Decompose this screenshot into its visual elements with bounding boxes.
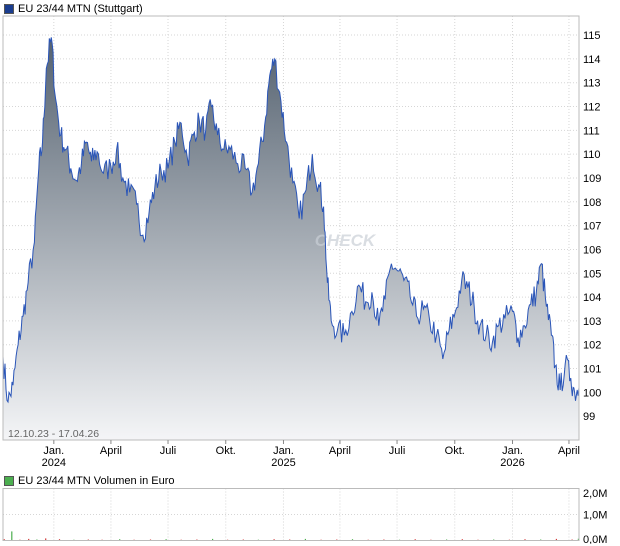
volume-chart: 2,0M 1,0M 0,0M <box>2 488 607 544</box>
price-x-tick-label: April <box>329 445 351 457</box>
price-y-tick-label: 106 <box>583 244 601 256</box>
price-x-tick-label: April <box>558 445 580 457</box>
price-chart: CHECK 1151141131121111101091081071061051… <box>2 15 601 469</box>
volume-bar <box>351 539 354 541</box>
volume-bar <box>119 539 121 541</box>
price-y-tick-label: 112 <box>583 102 601 114</box>
volume-y-axis: 2,0M 1,0M 0,0M <box>583 488 607 544</box>
price-y-tick-label: 101 <box>583 364 601 376</box>
price-x-tick-year: 2024 <box>42 457 66 469</box>
price-y-tick-label: 107 <box>583 221 601 233</box>
price-y-tick-label: 109 <box>583 173 601 185</box>
price-x-tick-label: Jan. <box>273 445 294 457</box>
price-legend-label: EU 23/44 MTN (Stuttgart) <box>18 3 143 15</box>
chart-watermark: CHECK <box>315 231 377 250</box>
price-y-tick-label: 108 <box>583 197 601 209</box>
price-area-fill <box>3 37 579 441</box>
volume-bar <box>58 539 61 541</box>
price-x-tick-label: Okt. <box>216 445 236 457</box>
volume-bar <box>45 538 47 541</box>
price-x-tick-label: Jan. <box>43 445 64 457</box>
price-y-axis: 115 114 113 112 111 110 109 108 107 106 105 104 103 1… <box>583 30 601 423</box>
price-x-tick-year: 2026 <box>500 457 524 469</box>
volume-bar <box>212 538 214 541</box>
volume-bar <box>273 539 275 541</box>
price-x-tick-label: Okt. <box>445 445 465 457</box>
volume-bar <box>577 538 579 541</box>
price-y-tick-label: 102 <box>583 340 601 352</box>
volume-y-tick-label: 1,0M <box>583 510 607 522</box>
volume-y-tick-label: 2,0M <box>583 488 607 500</box>
price-x-tick-label: April <box>100 445 122 457</box>
price-y-tick-label: 113 <box>583 78 601 90</box>
volume-bar <box>28 538 30 541</box>
price-y-tick-label: 105 <box>583 268 601 280</box>
volume-bar <box>304 538 306 541</box>
volume-legend-swatch <box>4 476 14 486</box>
volume-bar <box>414 539 416 541</box>
volume-bar <box>461 539 463 541</box>
volume-bar <box>165 539 167 541</box>
price-y-tick-label: 104 <box>583 292 601 304</box>
price-y-tick-label: 99 <box>583 411 595 423</box>
price-legend-swatch <box>4 4 14 14</box>
date-range-label: 12.10.23 - 17.04.26 <box>8 428 99 440</box>
volume-bar <box>555 538 557 541</box>
price-y-tick-label: 114 <box>583 54 601 66</box>
price-plot-frame <box>2 15 580 441</box>
price-y-tick-label: 103 <box>583 316 601 328</box>
volume-bar <box>3 539 5 541</box>
price-y-tick-label: 111 <box>583 125 600 137</box>
price-x-tick-label: Juli <box>160 445 177 457</box>
volume-legend: EU 23/44 MTN Volumen in Euro <box>4 474 175 488</box>
volume-bar <box>524 539 526 541</box>
price-legend: EU 23/44 MTN (Stuttgart) <box>4 2 143 16</box>
volume-gridlines <box>3 488 579 541</box>
price-line <box>2 37 580 404</box>
price-x-tick-label: Jan. <box>502 445 523 457</box>
volume-bars <box>3 531 579 541</box>
volume-legend-label: EU 23/44 MTN Volumen in Euro <box>18 475 175 487</box>
price-y-tick-label: 100 <box>583 387 601 399</box>
volume-plot-frame <box>2 488 580 541</box>
price-y-tick-label: 110 <box>583 149 601 161</box>
price-y-tick-label: 115 <box>583 30 601 42</box>
volume-y-tick-label: 0,0M <box>583 534 607 544</box>
price-x-tick-label: Juli <box>389 445 406 457</box>
price-x-tick-year: 2025 <box>271 457 295 469</box>
volume-bar <box>11 531 13 541</box>
